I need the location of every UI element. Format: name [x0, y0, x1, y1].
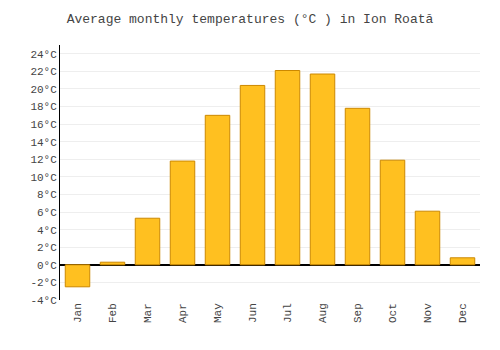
svg-text:Oct: Oct [387, 303, 399, 323]
svg-text:Mar: Mar [142, 303, 154, 323]
svg-text:Sep: Sep [352, 303, 364, 323]
svg-text:Dec: Dec [457, 303, 469, 323]
svg-text:Aug: Aug [317, 303, 329, 323]
svg-text:-2°C: -2°C [30, 277, 57, 289]
svg-text:Jun: Jun [247, 303, 259, 323]
svg-text:May: May [212, 303, 224, 323]
svg-text:0°C: 0°C [37, 260, 57, 272]
svg-text:22°C: 22°C [30, 66, 57, 78]
svg-text:14°C: 14°C [30, 137, 57, 149]
svg-text:Jan: Jan [72, 303, 84, 323]
svg-text:-4°C: -4°C [30, 295, 57, 307]
svg-text:Feb: Feb [107, 303, 119, 323]
svg-text:4°C: 4°C [37, 225, 57, 237]
svg-text:20°C: 20°C [30, 84, 57, 96]
svg-text:24°C: 24°C [30, 49, 57, 61]
svg-text:6°C: 6°C [37, 207, 57, 219]
svg-text:16°C: 16°C [30, 119, 57, 131]
svg-text:18°C: 18°C [30, 101, 57, 113]
svg-text:12°C: 12°C [30, 154, 57, 166]
svg-text:Jul: Jul [282, 303, 294, 323]
svg-text:Nov: Nov [422, 303, 434, 323]
svg-text:8°C: 8°C [37, 189, 57, 201]
svg-text:2°C: 2°C [37, 242, 57, 254]
svg-text:Average monthly temperatures (: Average monthly temperatures (°C ) in Io… [67, 12, 434, 27]
svg-text:Apr: Apr [177, 303, 189, 323]
svg-text:10°C: 10°C [30, 172, 57, 184]
